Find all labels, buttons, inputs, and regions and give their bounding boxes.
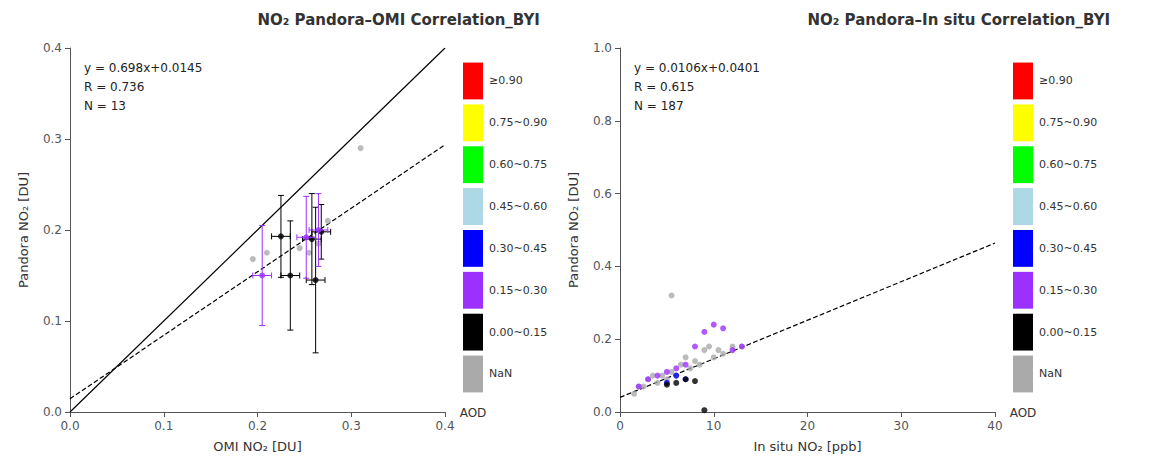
svg-text:NO₂ Pandora–OMI Correlation_BY: NO₂ Pandora–OMI Correlation_BYI xyxy=(257,11,539,29)
svg-text:NaN: NaN xyxy=(1039,367,1062,380)
svg-text:0.3: 0.3 xyxy=(342,419,361,433)
svg-text:OMI NO₂ [DU]: OMI NO₂ [DU] xyxy=(213,439,301,454)
svg-text:0.75~0.90: 0.75~0.90 xyxy=(489,116,547,129)
svg-text:AOD: AOD xyxy=(1010,406,1037,420)
svg-text:0.1: 0.1 xyxy=(43,314,62,328)
svg-text:NaN: NaN xyxy=(489,367,512,380)
svg-text:0.30~0.45: 0.30~0.45 xyxy=(1039,242,1097,255)
svg-text:NO₂ Pandora–In situ Correlatio: NO₂ Pandora–In situ Correlation_BYI xyxy=(807,11,1110,29)
svg-text:0.4: 0.4 xyxy=(435,419,454,433)
svg-text:1.0: 1.0 xyxy=(593,41,612,55)
svg-text:Pandora NO₂ [DU]: Pandora NO₂ [DU] xyxy=(16,172,31,288)
svg-text:0.30~0.45: 0.30~0.45 xyxy=(489,242,547,255)
svg-text:R = 0.736: R = 0.736 xyxy=(84,80,144,94)
svg-text:0.1: 0.1 xyxy=(154,419,173,433)
svg-text:R = 0.615: R = 0.615 xyxy=(634,80,694,94)
svg-text:0: 0 xyxy=(616,419,624,433)
svg-text:10: 10 xyxy=(706,419,721,433)
svg-text:0.6: 0.6 xyxy=(593,187,612,201)
svg-text:30: 30 xyxy=(894,419,909,433)
svg-text:N = 187: N = 187 xyxy=(634,99,684,113)
svg-text:0.15~0.30: 0.15~0.30 xyxy=(1039,284,1097,297)
svg-text:0.4: 0.4 xyxy=(593,259,612,273)
svg-text:0.3: 0.3 xyxy=(43,132,62,146)
svg-text:0.4: 0.4 xyxy=(43,41,62,55)
svg-text:0.0: 0.0 xyxy=(43,405,62,419)
svg-text:0.2: 0.2 xyxy=(43,223,62,237)
svg-text:y = 0.0106x+0.0401: y = 0.0106x+0.0401 xyxy=(634,61,760,75)
svg-text:0.60~0.75: 0.60~0.75 xyxy=(489,158,547,171)
svg-text:0.0: 0.0 xyxy=(60,419,79,433)
svg-text:Pandora NO₂ [DU]: Pandora NO₂ [DU] xyxy=(566,172,581,288)
svg-text:≥0.90: ≥0.90 xyxy=(1039,74,1073,87)
svg-text:0.00~0.15: 0.00~0.15 xyxy=(1039,326,1097,339)
svg-text:20: 20 xyxy=(800,419,815,433)
svg-text:0.15~0.30: 0.15~0.30 xyxy=(489,284,547,297)
svg-text:0.75~0.90: 0.75~0.90 xyxy=(1039,116,1097,129)
svg-text:0.45~0.60: 0.45~0.60 xyxy=(1039,200,1097,213)
svg-text:0.0: 0.0 xyxy=(593,405,612,419)
svg-text:AOD: AOD xyxy=(460,406,487,420)
svg-text:0.00~0.15: 0.00~0.15 xyxy=(489,326,547,339)
svg-text:0.45~0.60: 0.45~0.60 xyxy=(489,200,547,213)
svg-text:N = 13: N = 13 xyxy=(84,99,126,113)
svg-text:40: 40 xyxy=(987,419,1002,433)
svg-text:0.2: 0.2 xyxy=(248,419,267,433)
svg-text:In situ NO₂ [ppb]: In situ NO₂ [ppb] xyxy=(753,439,861,454)
svg-text:≥0.90: ≥0.90 xyxy=(489,74,523,87)
svg-text:0.8: 0.8 xyxy=(593,114,612,128)
svg-text:y = 0.698x+0.0145: y = 0.698x+0.0145 xyxy=(84,61,202,75)
svg-text:0.2: 0.2 xyxy=(593,332,612,346)
svg-text:0.60~0.75: 0.60~0.75 xyxy=(1039,158,1097,171)
